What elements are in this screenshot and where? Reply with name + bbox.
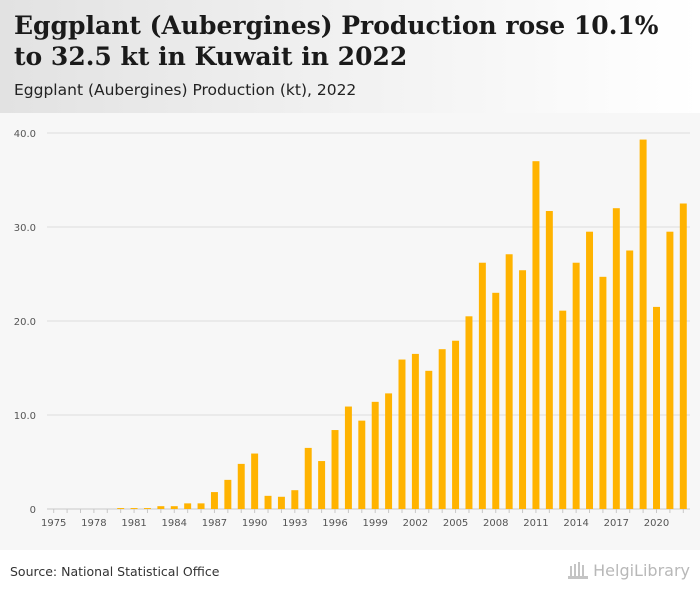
source-note: Source: National Statistical Office bbox=[10, 564, 220, 579]
bar-2015 bbox=[586, 231, 594, 509]
library-icon bbox=[567, 560, 589, 580]
bar-2004 bbox=[438, 349, 446, 509]
bar-2001 bbox=[398, 359, 406, 509]
bar-2014 bbox=[572, 262, 580, 509]
y-tick-label: 10.0 bbox=[14, 411, 36, 422]
bar-2019 bbox=[639, 139, 647, 509]
x-tick-label: 1990 bbox=[242, 518, 267, 529]
bar-2012 bbox=[545, 211, 553, 509]
x-tick-label: 2008 bbox=[483, 518, 508, 529]
bar-1995 bbox=[318, 461, 326, 509]
bar-1992 bbox=[277, 496, 285, 509]
x-tick-label: 1987 bbox=[202, 518, 227, 529]
bar-2006 bbox=[465, 316, 473, 509]
bar-2008 bbox=[492, 292, 500, 509]
brand-name: HelgiLibrary bbox=[593, 560, 690, 580]
x-tick-label: 2017 bbox=[604, 518, 629, 529]
bar-2009 bbox=[505, 254, 513, 509]
bar-2005 bbox=[452, 340, 460, 509]
bar-chart: 0 10.0 20.0 30.0 40.0 1975 1978 1981 1984 1987 199… bbox=[14, 129, 690, 529]
x-tick-label: 2005 bbox=[443, 518, 468, 529]
bar-2013 bbox=[559, 310, 567, 509]
bar-1983 bbox=[157, 506, 165, 509]
bar-1981 bbox=[130, 508, 138, 509]
bar-1999 bbox=[371, 401, 379, 509]
bar-2002 bbox=[411, 353, 419, 509]
y-tick-label: 0 bbox=[30, 505, 36, 516]
bar-1982 bbox=[143, 508, 151, 509]
bar-1993 bbox=[291, 490, 299, 509]
header-band: Eggplant (Aubergines) Production rose 10… bbox=[0, 0, 700, 113]
bar-2021 bbox=[666, 231, 674, 509]
x-tick-label: 1978 bbox=[81, 518, 106, 529]
brand-logo: HelgiLibrary bbox=[567, 560, 690, 580]
bar-2018 bbox=[626, 250, 634, 509]
bar-2016 bbox=[599, 276, 607, 509]
bar-1986 bbox=[197, 503, 205, 509]
x-tick-label: 1993 bbox=[282, 518, 307, 529]
bar-1988 bbox=[224, 479, 232, 509]
chart-subtitle: Eggplant (Aubergines) Production (kt), 2… bbox=[14, 81, 357, 99]
x-tick-label: 1999 bbox=[362, 518, 387, 529]
x-tick-label: 2014 bbox=[563, 518, 588, 529]
bar-2011 bbox=[532, 161, 540, 509]
x-tick-label: 1996 bbox=[322, 518, 347, 529]
bar-2020 bbox=[653, 306, 660, 509]
x-tick-label: 1975 bbox=[41, 518, 66, 529]
bar-1990 bbox=[251, 453, 259, 509]
y-tick-label: 20.0 bbox=[14, 317, 36, 328]
bar-1980 bbox=[117, 508, 125, 509]
y-tick-label: 40.0 bbox=[14, 129, 36, 140]
bar-1991 bbox=[264, 495, 272, 509]
x-tick-label: 2020 bbox=[644, 518, 669, 529]
bar-2003 bbox=[425, 370, 433, 509]
bar-1984 bbox=[170, 506, 178, 509]
bar-2022 bbox=[679, 203, 687, 509]
y-tick-label: 30.0 bbox=[14, 223, 36, 234]
bar-2000 bbox=[385, 393, 393, 509]
bar-1989 bbox=[237, 463, 245, 509]
bar-2017 bbox=[612, 208, 620, 509]
bar-1987 bbox=[210, 492, 218, 509]
x-tick-label: 2002 bbox=[403, 518, 428, 529]
bar-1985 bbox=[184, 503, 192, 509]
bar-2007 bbox=[478, 262, 486, 509]
bar-1996 bbox=[331, 430, 339, 509]
x-tick-label: 2011 bbox=[523, 518, 548, 529]
bar-2010 bbox=[519, 270, 527, 509]
page-title: Eggplant (Aubergines) Production rose 10… bbox=[14, 11, 659, 71]
x-tick-label: 1984 bbox=[162, 518, 187, 529]
bar-1994 bbox=[304, 447, 312, 509]
bar-1997 bbox=[344, 406, 352, 509]
bar-1998 bbox=[358, 420, 366, 509]
x-tick-label: 1981 bbox=[121, 518, 146, 529]
